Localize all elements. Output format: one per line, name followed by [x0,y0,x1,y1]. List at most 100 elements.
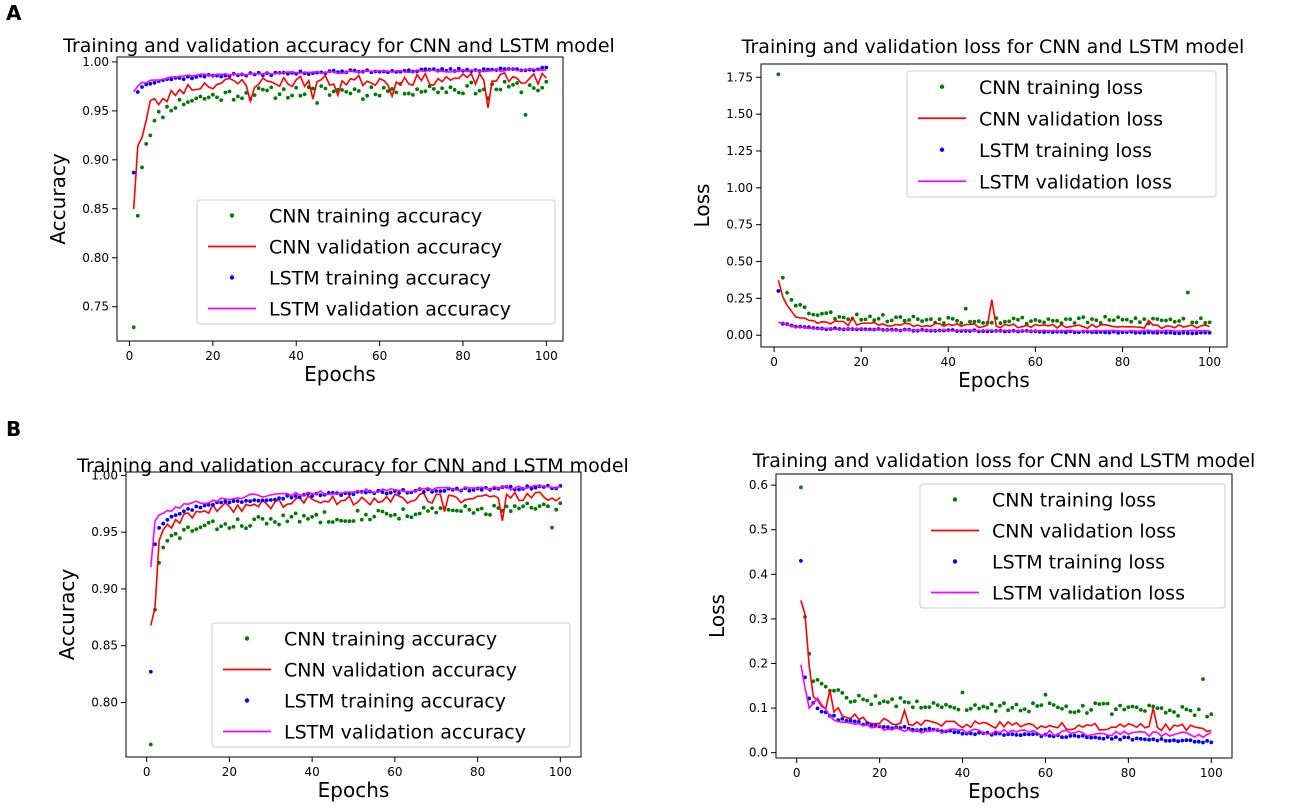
data-point [859,317,864,322]
data-point [348,91,353,96]
data-point [944,702,948,707]
data-point [981,704,986,709]
data-point [206,520,211,525]
panel-label-b: B [6,417,21,441]
data-point [148,133,153,138]
data-point [140,165,144,170]
data-point [190,76,194,81]
data-point [1064,317,1068,321]
data-point [1205,714,1209,719]
data-point [865,721,870,726]
data-point [1077,316,1081,321]
data-point [948,704,952,709]
data-point [869,702,874,707]
data-point [215,527,219,532]
data-point [186,100,190,104]
data-point [952,730,957,735]
data-point [177,97,182,102]
data-point [793,303,798,308]
data-point [173,531,178,536]
data-point [533,485,538,490]
data-point [1037,319,1042,324]
data-point [1042,320,1046,325]
loss-chart-a: Training and validation loss for CNN and… [690,36,1244,392]
data-point [1134,736,1139,741]
data-point [144,142,149,146]
data-point [1011,316,1016,321]
legend-label: CNN training accuracy [269,206,482,228]
data-point [1207,330,1212,335]
x-tick-label: 80 [455,349,470,363]
data-point [885,319,890,324]
x-tick-label: 100 [549,765,572,779]
series-line [133,68,547,93]
series-line [132,71,547,209]
data-point [819,709,824,714]
data-point [1176,713,1180,718]
x-tick-label: 60 [387,765,402,779]
legend-swatch [939,147,945,152]
data-point [968,706,973,711]
x-tick-label: 100 [535,349,558,363]
data-point [802,305,807,310]
chart-title: Training and validation loss for CNN and… [741,36,1245,58]
data-point [1116,315,1120,320]
legend-box [196,199,556,325]
data-point [529,505,534,510]
data-point [960,690,965,695]
data-point [1155,706,1160,711]
legend-label: CNN validation accuracy [269,237,502,259]
plot-frame [125,471,582,758]
data-point [156,109,161,114]
data-point [198,94,203,99]
data-point [881,699,886,704]
data-point [1076,709,1081,713]
data-point [427,84,432,89]
data-point [211,519,215,524]
data-point [1051,703,1056,707]
data-point [1031,701,1035,706]
data-point [558,501,563,506]
x-tick-label: 80 [1115,355,1130,369]
data-point [1014,702,1019,707]
data-point [1064,704,1069,709]
data-point [956,730,961,734]
data-point [173,106,178,110]
series-lstm-validation-accuracy [150,484,561,568]
data-point [286,95,290,100]
data-point [440,67,444,71]
data-point [946,315,951,320]
data-point [993,709,998,713]
data-point [211,502,215,507]
data-point [861,697,865,702]
data-point [330,520,335,524]
data-point [1192,713,1197,718]
data-point [219,500,224,505]
data-point [889,318,894,323]
legend-box [211,622,571,748]
data-point [1016,317,1020,322]
data-point [1146,330,1151,335]
data-point [131,325,136,330]
data-point [1205,739,1209,743]
data-point [448,85,453,90]
data-point [423,67,428,71]
data-point [273,96,278,100]
data-point [1103,314,1107,319]
data-point [1007,319,1012,324]
data-point [1093,701,1098,706]
data-point [471,511,476,515]
x-tick-label: 20 [872,766,887,780]
legend-box [906,70,1217,198]
data-point [512,504,517,508]
data-point [165,517,170,522]
data-point [477,88,482,93]
data-point [832,688,836,693]
data-point [302,513,306,518]
data-point [227,89,232,94]
data-point [1159,706,1164,711]
data-point [976,319,981,324]
legend: CNN training accuracy CNN validation accu… [196,199,556,325]
data-point [153,542,157,547]
